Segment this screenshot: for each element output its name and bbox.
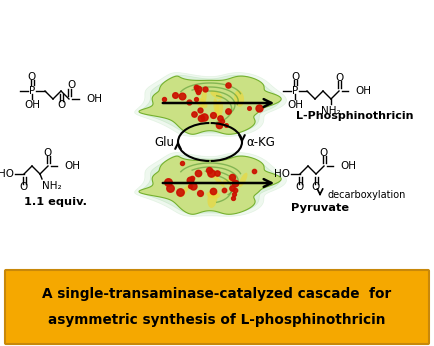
Polygon shape — [139, 76, 281, 134]
Text: O: O — [291, 72, 299, 82]
Ellipse shape — [239, 173, 247, 187]
Ellipse shape — [180, 184, 190, 198]
Text: O: O — [20, 182, 28, 192]
Text: 1.1 equiv.: 1.1 equiv. — [23, 197, 86, 207]
Text: NH₂: NH₂ — [42, 181, 62, 191]
Text: O: O — [28, 72, 36, 82]
Text: NH₂: NH₂ — [321, 106, 341, 116]
Ellipse shape — [223, 179, 233, 185]
Polygon shape — [141, 155, 280, 213]
Text: HO: HO — [0, 169, 14, 179]
Text: L-Phosphinothricin: L-Phosphinothricin — [296, 111, 414, 121]
Ellipse shape — [195, 98, 207, 108]
Text: O: O — [312, 182, 320, 192]
Text: OH: OH — [287, 100, 303, 110]
Text: O: O — [57, 100, 65, 110]
Ellipse shape — [207, 189, 217, 208]
Polygon shape — [139, 156, 281, 214]
Text: O: O — [335, 73, 343, 83]
Text: P: P — [29, 86, 35, 96]
Text: A single-transaminase-catalyzed cascade  for: A single-transaminase-catalyzed cascade … — [43, 287, 391, 301]
Ellipse shape — [214, 99, 220, 118]
Polygon shape — [135, 73, 286, 136]
Text: P: P — [292, 86, 298, 96]
Text: O: O — [67, 80, 75, 90]
Text: Glu: Glu — [154, 136, 174, 148]
Text: OH: OH — [24, 100, 40, 110]
Text: asymmetric synthesis of L-phosphinothricin: asymmetric synthesis of L-phosphinothric… — [48, 313, 386, 327]
Text: OH: OH — [86, 94, 102, 104]
Text: Pyruvate: Pyruvate — [291, 203, 349, 213]
Text: OH: OH — [340, 161, 356, 171]
Ellipse shape — [234, 90, 244, 107]
Text: O: O — [296, 182, 304, 192]
Text: O: O — [44, 148, 52, 158]
FancyBboxPatch shape — [5, 270, 429, 344]
Ellipse shape — [215, 100, 223, 117]
Ellipse shape — [201, 89, 207, 108]
Text: HO: HO — [274, 169, 290, 179]
Text: OH: OH — [64, 161, 80, 171]
Text: OH: OH — [355, 86, 371, 96]
Polygon shape — [135, 153, 286, 216]
Ellipse shape — [207, 191, 220, 199]
Polygon shape — [141, 75, 280, 134]
Ellipse shape — [212, 174, 225, 187]
Text: α-KG: α-KG — [246, 136, 275, 148]
Ellipse shape — [210, 91, 223, 99]
Text: O: O — [320, 148, 328, 158]
Text: decarboxylation: decarboxylation — [328, 190, 406, 200]
